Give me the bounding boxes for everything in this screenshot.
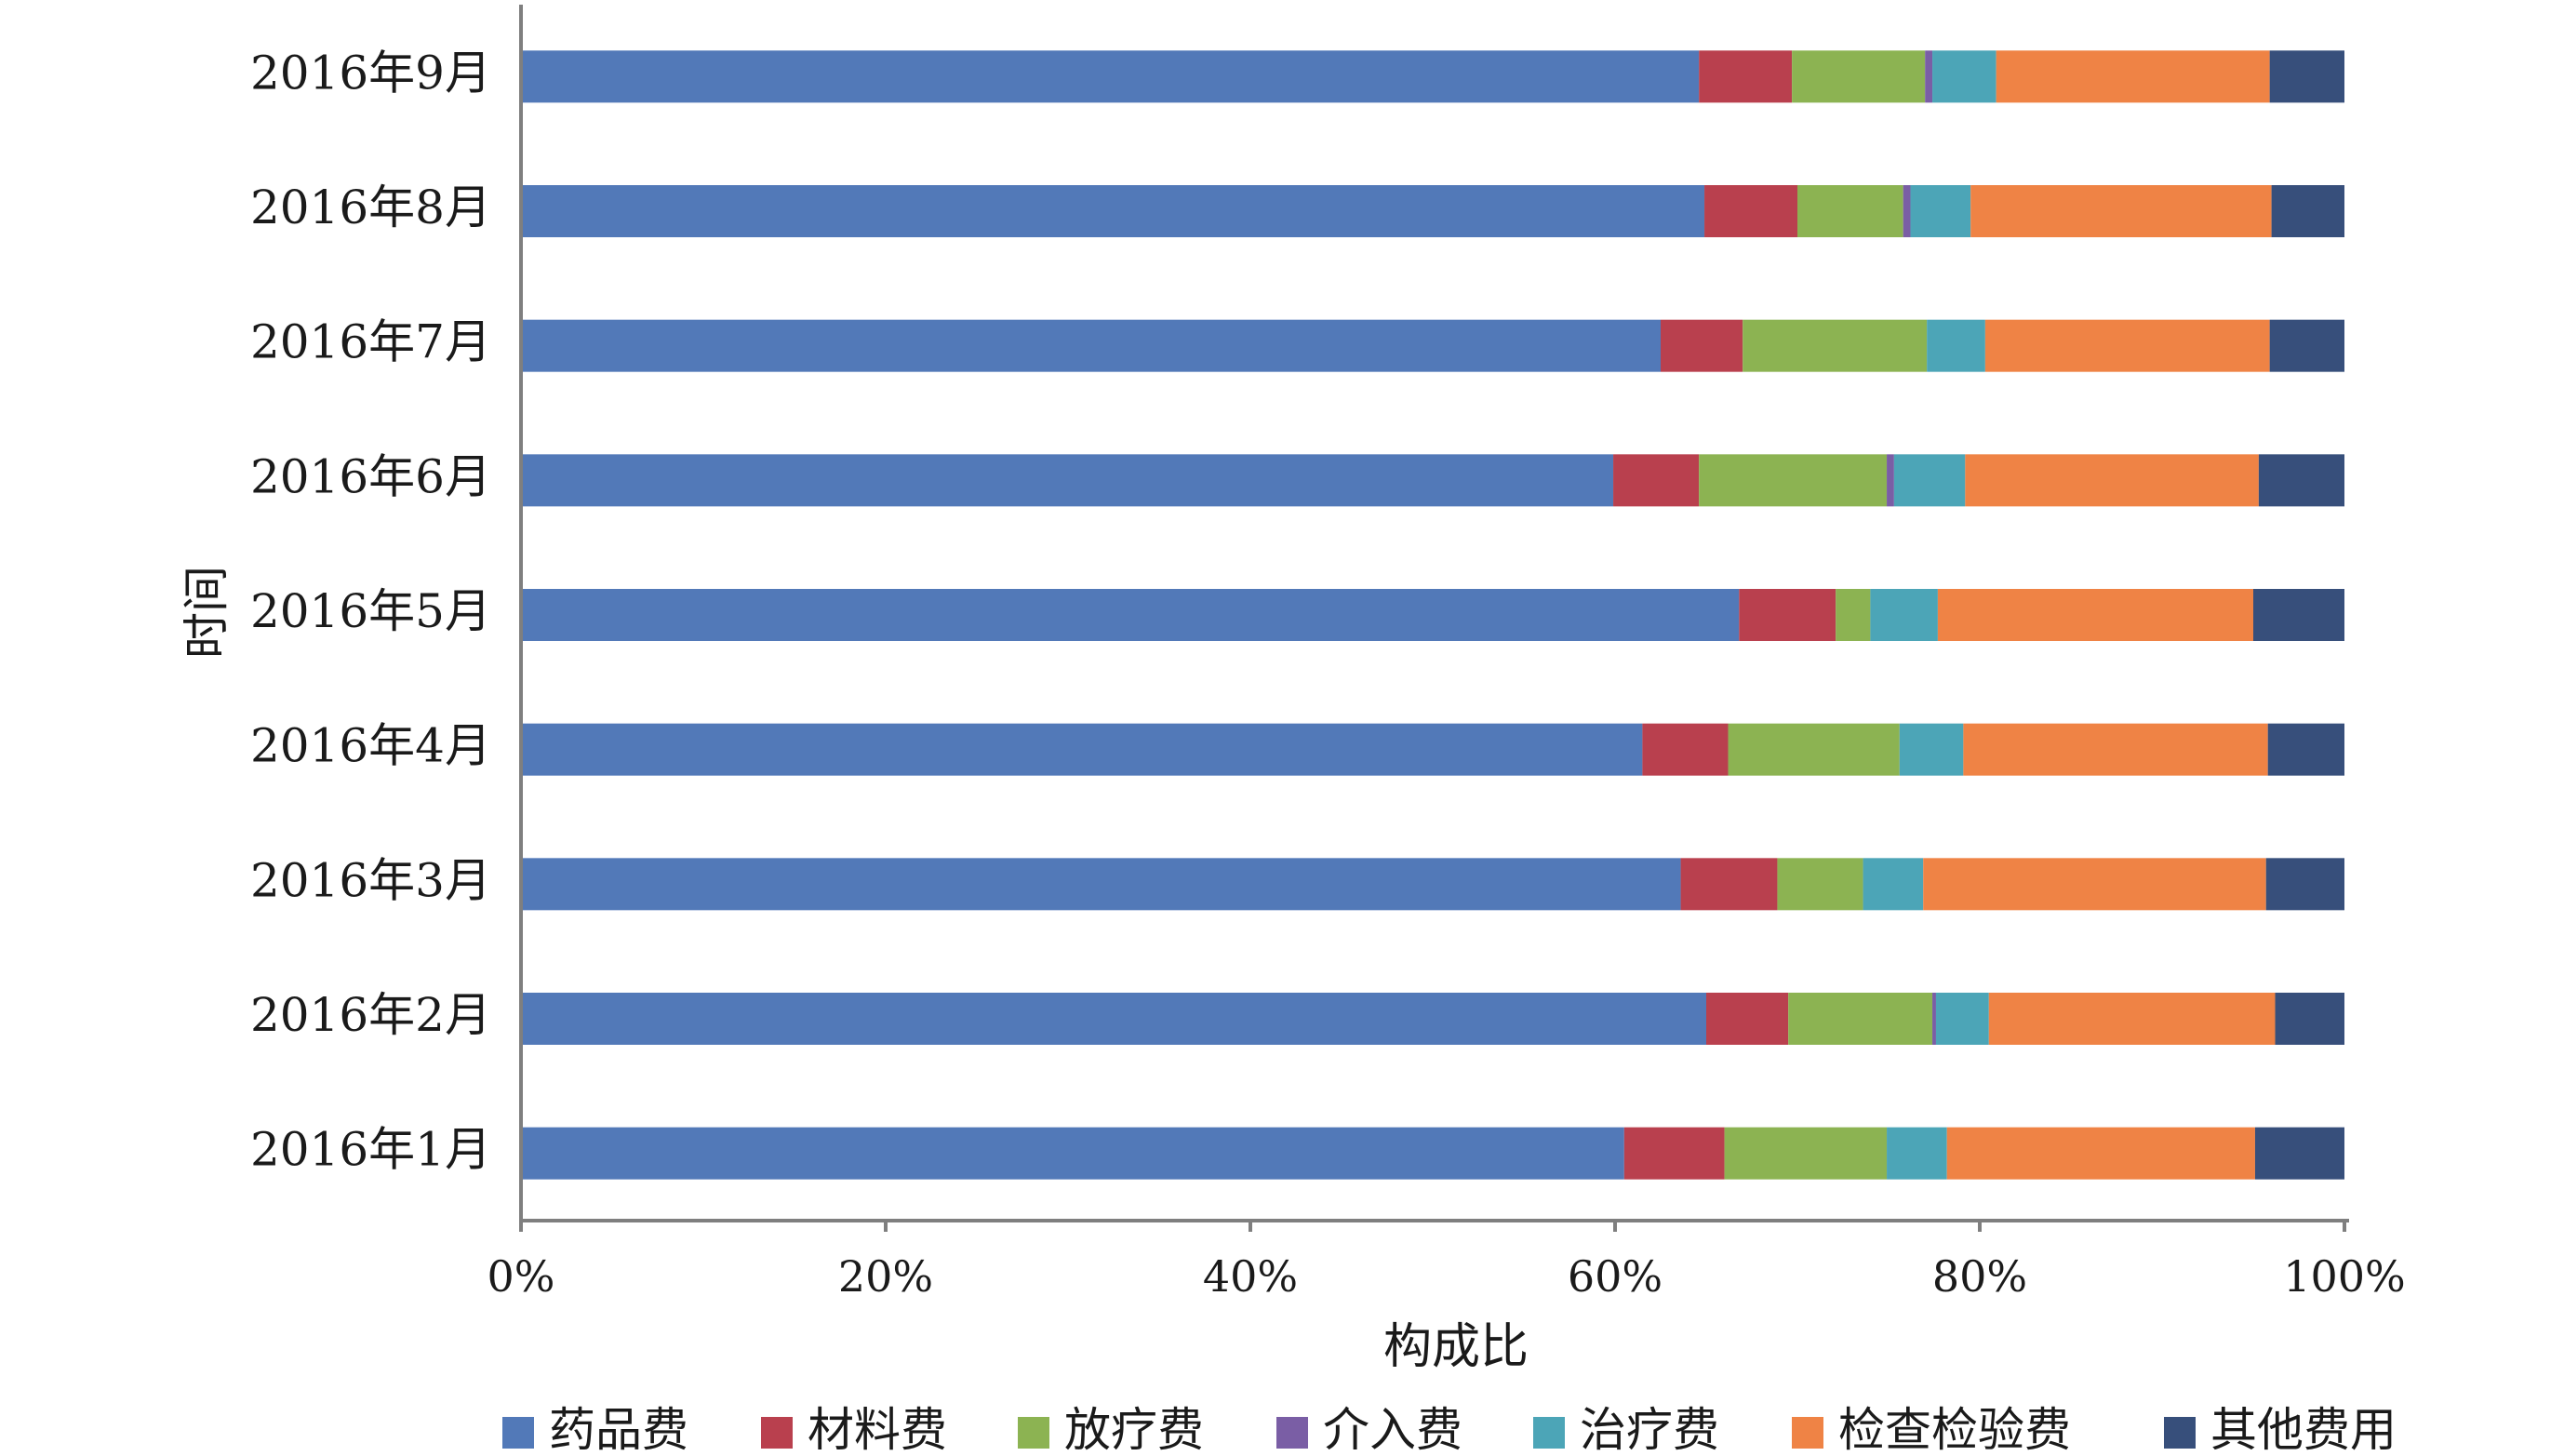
y-tick-label: 2016年8月	[250, 180, 491, 234]
legend-swatch	[1533, 1417, 1565, 1449]
bar-segment-2-4	[1927, 319, 1985, 372]
bar-segment-0-4	[1932, 50, 1996, 103]
bar-segment-2-2	[1743, 319, 1928, 372]
y-tick-label: 2016年9月	[250, 46, 491, 100]
bar-segment-8-2	[1724, 1127, 1888, 1180]
legend-swatch	[1018, 1417, 1049, 1449]
bar-segment-6-6	[2265, 858, 2344, 911]
y-tick-label: 2016年6月	[250, 449, 491, 503]
bar-segment-1-4	[1910, 185, 1971, 237]
bars-layer	[521, 50, 2344, 1180]
y-tick-label: 2016年7月	[250, 315, 491, 369]
y-tick-label: 2016年3月	[250, 853, 491, 907]
bar-segment-6-1	[1680, 858, 1778, 911]
bar-segment-4-2	[1836, 589, 1871, 641]
legend-swatch	[2164, 1417, 2196, 1449]
bar-segment-0-1	[1699, 50, 1793, 103]
bar-segment-5-6	[2267, 723, 2344, 776]
y-tick-label: 2016年5月	[250, 584, 491, 638]
y-tick-label: 2016年4月	[250, 719, 491, 773]
labels-layer: 2016年9月 2016年8月 2016年7月 2016年6月 2016年5月 2016年…	[250, 46, 491, 1176]
bar-segment-5-4	[1899, 723, 1964, 776]
x-tick-label: 20%	[838, 1251, 933, 1302]
axes-layer	[519, 5, 2349, 1222]
bar-segment-3-6	[2258, 454, 2344, 507]
x-tick-label: 100%	[2283, 1251, 2406, 1302]
legend-label: 放疗费	[1064, 1403, 1204, 1456]
bar-segment-7-6	[2275, 993, 2344, 1045]
bar-segment-3-2	[1699, 454, 1888, 507]
bar-segment-5-2	[1728, 723, 1900, 776]
bar-segment-1-6	[2271, 185, 2344, 237]
bar-segment-3-4	[1893, 454, 1966, 507]
legend-label: 药品费	[549, 1403, 688, 1456]
x-tick-label: 0%	[487, 1251, 555, 1302]
legend-swatch	[1276, 1417, 1308, 1449]
bar-segment-4-5	[1937, 589, 2253, 641]
y-tick-label: 2016年1月	[250, 1123, 491, 1177]
legend-label: 介入费	[1323, 1403, 1462, 1456]
ticks-layer: 0% 20% 40% 60% 80% 100%	[487, 1221, 2406, 1302]
bar-segment-7-0	[521, 993, 1706, 1045]
legend: 药品费 材料费 放疗费 介入费 治疗费 检查检验费 其他费用	[502, 1403, 2397, 1456]
bar-segment-3-3	[1887, 454, 1894, 507]
bar-segment-2-5	[1984, 319, 2270, 372]
bar-segment-1-0	[521, 185, 1705, 237]
legend-label: 检查检验费	[1838, 1403, 2071, 1456]
bar-segment-3-0	[521, 454, 1614, 507]
legend-label: 治疗费	[1580, 1403, 1719, 1456]
bar-segment-4-4	[1870, 589, 1938, 641]
legend-label: 其他费用	[2210, 1403, 2397, 1456]
bar-segment-7-4	[1935, 993, 1989, 1045]
bar-segment-6-5	[1923, 858, 2266, 911]
x-axis-title: 构成比	[1383, 1319, 1529, 1375]
bar-segment-5-0	[521, 723, 1643, 776]
bar-segment-8-0	[521, 1127, 1624, 1180]
bar-segment-4-1	[1739, 589, 1836, 641]
bar-segment-7-5	[1988, 993, 2276, 1045]
bar-segment-0-2	[1792, 50, 1926, 103]
bar-segment-3-1	[1613, 454, 1700, 507]
bar-segment-5-1	[1642, 723, 1729, 776]
x-tick-label: 40%	[1203, 1251, 1298, 1302]
bar-segment-1-1	[1704, 185, 1797, 237]
bar-segment-8-4	[1887, 1127, 1947, 1180]
bar-segment-2-1	[1661, 319, 1743, 372]
bar-segment-7-3	[1932, 993, 1936, 1045]
y-tick-label: 2016年2月	[250, 988, 491, 1042]
bar-segment-4-6	[2253, 589, 2344, 641]
bar-segment-0-6	[2269, 50, 2344, 103]
bar-segment-6-4	[1863, 858, 1924, 911]
bar-segment-5-5	[1963, 723, 2268, 776]
bar-segment-0-0	[521, 50, 1700, 103]
x-tick-label: 80%	[1932, 1251, 2027, 1302]
bar-segment-1-2	[1797, 185, 1903, 237]
y-axis-title: 时间	[180, 566, 234, 659]
bar-segment-8-5	[1946, 1127, 2255, 1180]
legend-swatch	[1792, 1417, 1823, 1449]
bar-segment-7-1	[1706, 993, 1789, 1045]
x-tick-label: 60%	[1568, 1251, 1663, 1302]
bar-segment-2-0	[521, 319, 1661, 372]
legend-swatch	[502, 1417, 534, 1449]
bar-segment-1-3	[1903, 185, 1911, 237]
bar-segment-4-0	[521, 589, 1740, 641]
legend-label: 材料费	[808, 1403, 947, 1456]
bar-segment-2-6	[2269, 319, 2344, 372]
bar-segment-8-1	[1623, 1127, 1725, 1180]
bar-segment-3-5	[1965, 454, 2259, 507]
bar-segment-0-5	[1996, 50, 2270, 103]
bar-segment-6-2	[1777, 858, 1863, 911]
bar-segment-6-0	[521, 858, 1681, 911]
legend-swatch	[761, 1417, 793, 1449]
bar-segment-0-3	[1925, 50, 1933, 103]
bar-segment-1-5	[1970, 185, 2272, 237]
bar-segment-7-2	[1788, 993, 1933, 1045]
bar-segment-8-6	[2254, 1127, 2344, 1180]
